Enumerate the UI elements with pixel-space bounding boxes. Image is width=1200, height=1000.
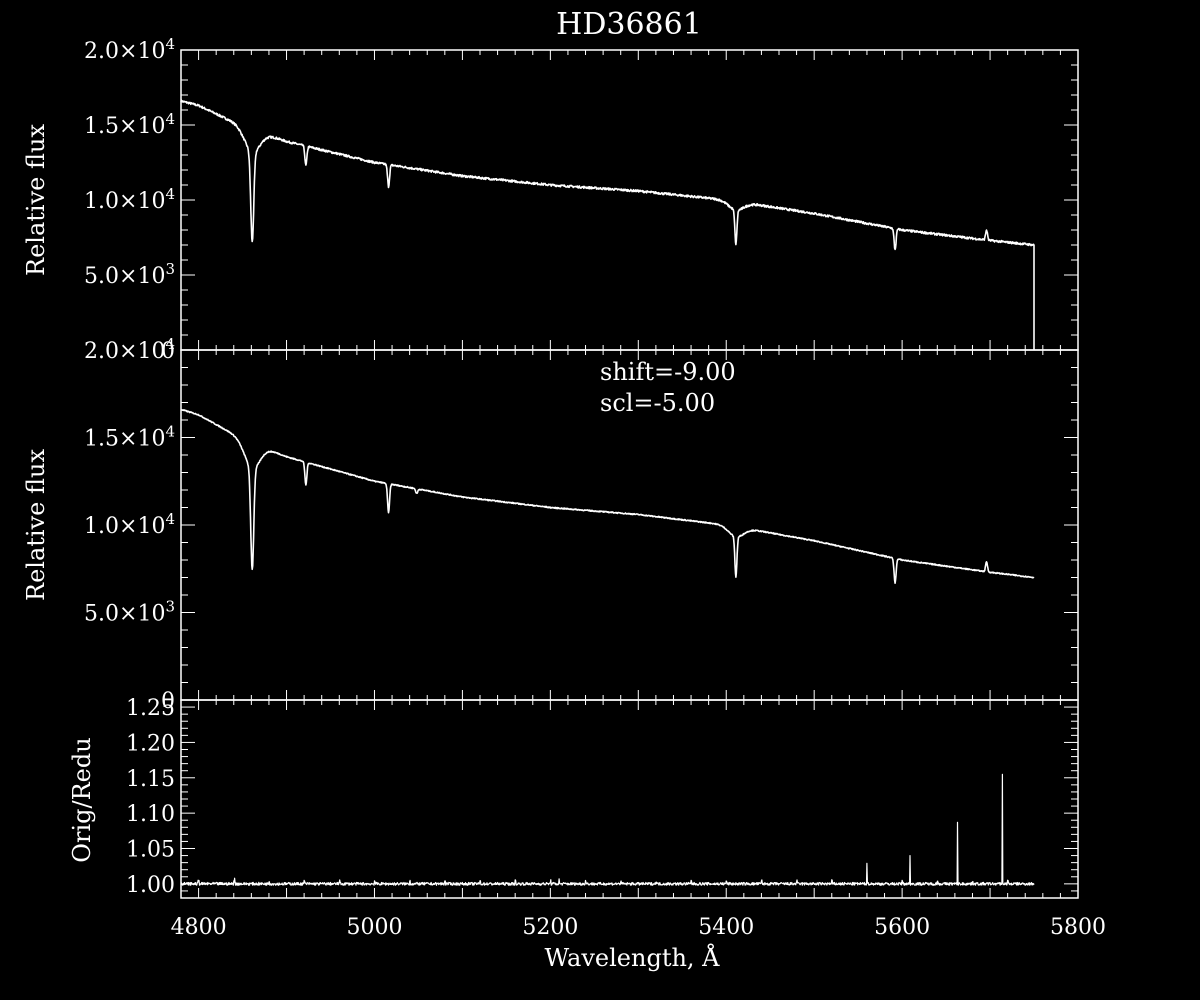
y-tick-label: 1.0×104 (84, 510, 175, 539)
x-tick-label: 5800 (1050, 915, 1106, 940)
y-tick-label: 1.0×104 (84, 185, 175, 214)
y-tick-label: 1.05 (126, 838, 175, 863)
y-tick-label: 1.5×104 (84, 423, 175, 452)
y-tick-label: 1.25 (126, 696, 175, 721)
y-tick-label: 1.20 (126, 731, 175, 756)
y-axis-label: Relative flux (22, 124, 50, 276)
panel-middle: 0 5.0×103 1.0×104 1.5×104 2.0×104 Relative fl… (22, 335, 1079, 714)
spectrum-series-top (180, 99, 1035, 350)
x-tick-label: 5600 (874, 915, 930, 940)
spectrum-series-bottom (180, 773, 1035, 886)
y-tick-label: 1.00 (126, 873, 175, 898)
panel-top: 0 5.0×103 1.0×104 1.5×104 2.0×104 Relative fl… (22, 35, 1079, 364)
y-tick-label: 1.5×104 (84, 110, 175, 139)
y-tick-label: 2.0×104 (84, 35, 175, 64)
y-axis-label: Relative flux (22, 449, 50, 601)
x-tick-label: 5200 (522, 915, 578, 940)
annotation: shift=-9.00 (600, 358, 736, 386)
y-tick-label: 0 (161, 339, 175, 364)
y-tick-label: 5.0×103 (84, 260, 175, 289)
chart-title: HD36861 (556, 7, 702, 42)
y-tick-label: 2.0×104 (84, 335, 175, 364)
y-axis-label: Orig/Redu (68, 737, 96, 862)
y-tick-label: 1.15 (126, 767, 175, 792)
x-tick-label: 5000 (346, 915, 402, 940)
spectrum-series-middle (180, 408, 1035, 584)
x-tick-label: 5400 (698, 915, 754, 940)
y-tick-label: 0 (161, 689, 175, 714)
y-tick-label: 1.10 (126, 802, 175, 827)
x-tick-label: 4800 (171, 915, 227, 940)
x-axis-label: Wavelength, Å (544, 943, 720, 972)
y-tick-label: 5.0×103 (84, 598, 175, 627)
panel-bottom: 1.00 1.05 1.10 1.15 1.20 1.25 4800 5000 5200 5400… (68, 696, 1106, 940)
annotation: scl=-5.00 (600, 389, 715, 417)
